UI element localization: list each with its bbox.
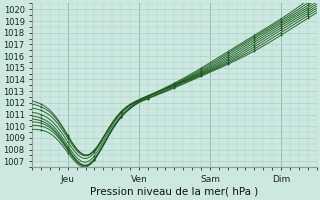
X-axis label: Pression niveau de la mer( hPa ): Pression niveau de la mer( hPa ) xyxy=(90,187,259,197)
